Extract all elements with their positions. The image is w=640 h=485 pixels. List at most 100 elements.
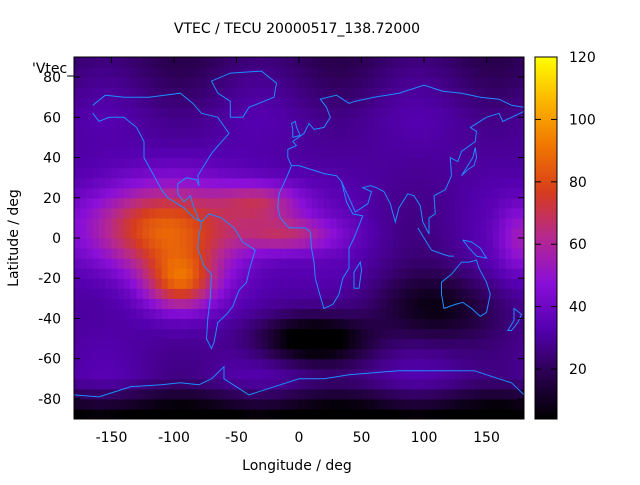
heatmap-cell (136, 167, 144, 179)
heatmap-cell (474, 398, 481, 410)
heatmap-cell (80, 127, 88, 139)
heatmap-cell (386, 338, 394, 350)
heatmap-cell (174, 378, 181, 390)
heatmap-cell (280, 67, 288, 78)
heatmap-cell (349, 177, 356, 189)
heatmap-cell (430, 248, 438, 259)
heatmap-cell (130, 298, 138, 309)
heatmap-cell (430, 77, 438, 88)
heatmap-cell (92, 207, 100, 219)
heatmap-cell (467, 87, 475, 98)
heatmap-cell (367, 338, 375, 350)
heatmap-cell (349, 388, 356, 400)
heatmap-cell (361, 117, 369, 128)
heatmap-cell (492, 408, 500, 419)
heatmap-cell (267, 258, 275, 269)
heatmap-cell (161, 147, 169, 159)
heatmap-cell (505, 358, 513, 370)
heatmap-cell (436, 408, 444, 419)
heatmap-cell (499, 398, 506, 410)
heatmap-cell (355, 358, 363, 370)
heatmap-cell (192, 358, 200, 370)
heatmap-cell (155, 187, 163, 199)
heatmap-cell (461, 97, 469, 108)
heatmap-cell (374, 137, 381, 149)
heatmap-cell (474, 137, 481, 149)
heatmap-cell (111, 258, 119, 269)
heatmap-cell (74, 157, 81, 169)
heatmap-cell (399, 278, 406, 289)
heatmap-cell (330, 348, 338, 360)
heatmap-cell (174, 248, 181, 259)
heatmap-cell (92, 378, 100, 390)
heatmap-cell (399, 398, 406, 410)
heatmap-cell (142, 187, 150, 199)
heatmap-cell (405, 187, 413, 199)
heatmap-cell (117, 187, 125, 199)
heatmap-cell (467, 378, 475, 390)
heatmap-cell (367, 87, 375, 98)
heatmap-cell (417, 348, 425, 360)
heatmap-cell (274, 217, 281, 229)
heatmap-cell (486, 117, 494, 128)
heatmap-cell (192, 107, 200, 118)
heatmap-cell (461, 408, 469, 419)
heatmap-cell (442, 217, 450, 229)
heatmap-cell (336, 238, 344, 249)
heatmap-cell (486, 318, 494, 330)
heatmap-cell (486, 248, 494, 259)
heatmap-cell (449, 288, 456, 299)
heatmap-cell (217, 248, 225, 259)
heatmap-cell (217, 288, 225, 299)
heatmap-cell (455, 318, 463, 330)
heatmap-cell (180, 328, 188, 340)
heatmap-cell (311, 378, 319, 390)
heatmap-cell (255, 288, 263, 299)
heatmap-cell (130, 167, 138, 179)
heatmap-cell (217, 278, 225, 289)
heatmap-cell (374, 77, 381, 88)
heatmap-cell (174, 137, 181, 149)
heatmap-cell (155, 87, 163, 98)
heatmap-cell (99, 328, 106, 340)
heatmap-cell (242, 338, 250, 350)
heatmap-cell (392, 398, 400, 410)
heatmap-cell (286, 278, 294, 289)
heatmap-cell (80, 147, 88, 159)
heatmap-cell (292, 67, 300, 78)
heatmap-cell (324, 398, 331, 410)
heatmap-cell (417, 57, 425, 68)
heatmap-cell (142, 97, 150, 108)
heatmap-cell (305, 137, 313, 149)
heatmap-cell (361, 258, 369, 269)
heatmap-cell (149, 258, 156, 269)
heatmap-cell (324, 388, 331, 400)
heatmap-cell (461, 197, 469, 209)
heatmap-cell (349, 107, 356, 118)
heatmap-cell (92, 318, 100, 330)
heatmap-cell (274, 338, 281, 350)
heatmap-cell (211, 167, 219, 179)
heatmap-cell (86, 288, 94, 299)
heatmap-cell (174, 308, 181, 320)
heatmap-cell (467, 177, 475, 189)
heatmap-cell (136, 298, 144, 309)
heatmap-cell (224, 298, 231, 309)
heatmap-cell (417, 137, 425, 149)
heatmap-cell (105, 398, 113, 410)
heatmap-cell (430, 338, 438, 350)
heatmap-cell (199, 127, 206, 139)
heatmap-cell (261, 348, 269, 360)
heatmap-cell (267, 177, 275, 189)
heatmap-cell (199, 398, 206, 410)
heatmap-cell (417, 77, 425, 88)
heatmap-cell (361, 77, 369, 88)
heatmap-cell (199, 207, 206, 219)
heatmap-cell (380, 278, 388, 289)
heatmap-cell (505, 248, 513, 259)
heatmap-cell (386, 288, 394, 299)
heatmap-cell (117, 328, 125, 340)
heatmap-cell (192, 408, 200, 419)
heatmap-cell (236, 207, 244, 219)
heatmap-cell (74, 127, 81, 139)
